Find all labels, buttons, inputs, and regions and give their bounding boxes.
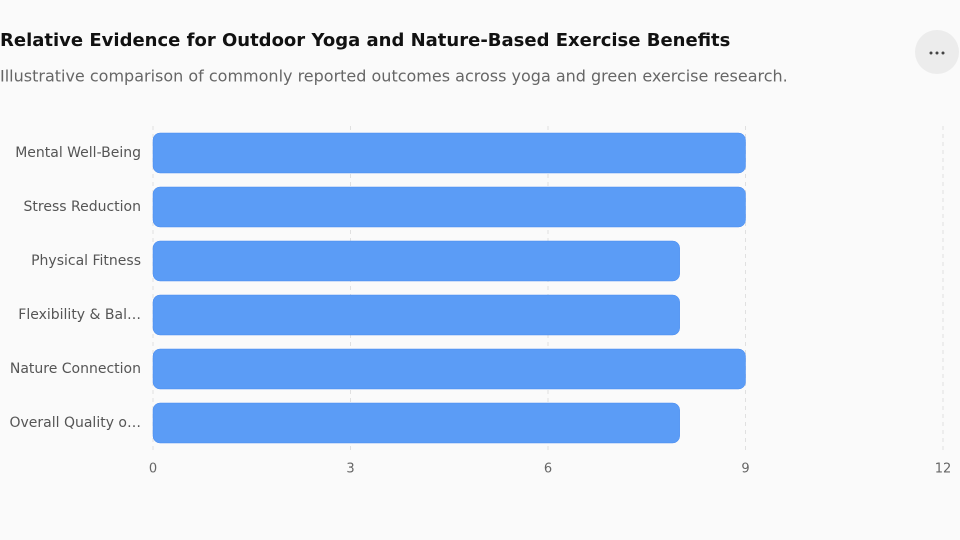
menu-dot bbox=[941, 51, 945, 55]
y-tick-label: Overall Quality o… bbox=[9, 415, 141, 431]
menu-dot bbox=[929, 51, 933, 55]
chart-subtitle: Illustrative comparison of commonly repo… bbox=[0, 67, 788, 86]
bar bbox=[152, 294, 680, 336]
menu-dot bbox=[935, 51, 939, 55]
x-tick-label: 9 bbox=[741, 462, 749, 477]
x-tick-label: 3 bbox=[346, 462, 354, 477]
x-tick-label: 0 bbox=[149, 462, 157, 477]
bar bbox=[152, 132, 746, 174]
bar bbox=[152, 348, 746, 390]
bar bbox=[152, 240, 680, 282]
y-tick-label: Nature Connection bbox=[10, 361, 141, 377]
y-tick-label: Physical Fitness bbox=[31, 253, 141, 269]
x-tick-label: 6 bbox=[544, 462, 552, 477]
bar bbox=[152, 186, 746, 228]
menu-button[interactable] bbox=[915, 30, 959, 74]
y-tick-label: Mental Well-Being bbox=[15, 145, 141, 161]
y-tick-label: Flexibility & Bal… bbox=[18, 307, 141, 323]
y-tick-label: Stress Reduction bbox=[24, 199, 141, 215]
chart-title: Relative Evidence for Outdoor Yoga and N… bbox=[0, 30, 730, 51]
x-tick-label: 12 bbox=[935, 462, 952, 477]
bar bbox=[152, 402, 680, 444]
